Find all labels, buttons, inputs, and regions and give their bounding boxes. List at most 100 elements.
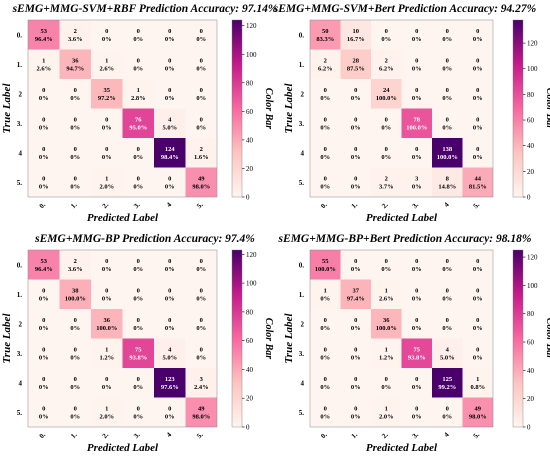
x-tick-label: 0. — [38, 431, 48, 441]
x-tick-label: 1. — [69, 201, 79, 211]
cell-count-label: 0 — [476, 28, 479, 35]
heatmap-cell — [59, 279, 91, 309]
heatmap-cell — [371, 338, 402, 368]
heatmap-cell — [371, 79, 402, 109]
cell-count-label: 0 — [137, 287, 140, 294]
heatmap-cell — [371, 138, 402, 168]
cell-percent-label: 0% — [442, 36, 452, 43]
heatmap-cell — [185, 138, 217, 168]
cell-percent-label: 0% — [70, 354, 80, 361]
cell-percent-label: 0% — [196, 354, 206, 361]
colorbar-tick-label: 20 — [527, 395, 535, 403]
heatmap-cell — [28, 250, 60, 280]
heatmap-cell — [371, 279, 402, 309]
colorbar-tick-label: 60 — [527, 339, 535, 347]
cell-count-label: 0 — [324, 116, 327, 123]
cell-count-label: 1 — [385, 346, 388, 353]
cell-percent-label: 0.8% — [470, 384, 485, 391]
cell-percent-label: 0% — [196, 36, 206, 43]
cell-count-label: 0 — [200, 287, 203, 294]
cell-percent-label: 98.0% — [469, 413, 487, 420]
cell-count-label: 0 — [42, 317, 45, 324]
y-tick-label: 4 — [19, 149, 23, 157]
cell-count-label: 0 — [42, 405, 45, 412]
cell-percent-label: 0% — [473, 36, 483, 43]
x-tick-label: 5. — [195, 431, 205, 441]
cell-percent-label: 0% — [39, 325, 49, 332]
heatmap-cell — [122, 138, 154, 168]
cell-count-label: 1 — [105, 57, 108, 64]
cell-percent-label: 0% — [473, 266, 483, 273]
y-axis-label: True Label — [283, 313, 295, 364]
heatmap-cell — [28, 368, 60, 398]
cell-percent-label: 0% — [165, 36, 175, 43]
cell-count-label: 0 — [200, 346, 203, 353]
cell-count-label: 49 — [198, 175, 205, 182]
y-tick-label: 5. — [299, 179, 305, 187]
cell-count-label: 0 — [42, 175, 45, 182]
cell-percent-label: 2.4% — [194, 384, 209, 391]
heatmap-cell — [91, 250, 123, 280]
cell-count-label: 0 — [168, 317, 171, 324]
cell-count-label: 36 — [104, 317, 111, 324]
y-tick-label: 2 — [19, 320, 23, 328]
cell-percent-label: 0% — [133, 65, 143, 72]
cell-percent-label: 0% — [70, 154, 80, 161]
heatmap-cell — [28, 338, 60, 368]
cell-percent-label: 0% — [320, 295, 330, 302]
heatmap-cell — [122, 397, 154, 427]
cell-count-label: 49 — [198, 405, 205, 412]
y-tick-label: 3. — [17, 350, 23, 358]
cell-count-label: 0 — [354, 317, 357, 324]
cell-percent-label: 0% — [442, 124, 452, 131]
heatmap-cell — [310, 250, 341, 280]
cell-count-label: 0 — [200, 258, 203, 265]
heatmap-cell — [310, 20, 341, 50]
cell-percent-label: 0% — [70, 325, 80, 332]
y-tick-label: 0. — [299, 31, 305, 39]
y-tick-label: 1. — [17, 61, 23, 69]
heatmap-cell — [371, 108, 402, 138]
cell-percent-label: 100.0% — [65, 295, 86, 302]
cell-percent-label: 0% — [412, 384, 422, 391]
cell-count-label: 0 — [324, 175, 327, 182]
x-tick-label: 4 — [443, 200, 451, 208]
x-tick-label: 1. — [69, 431, 79, 441]
cell-percent-label: 0% — [196, 65, 206, 72]
colorbar — [512, 249, 524, 428]
cell-count-label: 0 — [168, 87, 171, 94]
heatmap-cell — [154, 167, 186, 197]
colorbar — [231, 249, 243, 428]
confusion-matrix-panel-4: sEMG+MMG-BP+Bert Prediction Accuracy: 98… — [278, 233, 550, 454]
cell-percent-label: 0% — [133, 413, 143, 420]
y-tick-label: 5. — [299, 409, 305, 417]
cell-percent-label: 0% — [442, 413, 452, 420]
heatmap-cell — [154, 138, 186, 168]
heatmap-cell — [432, 49, 463, 79]
cell-percent-label: 0% — [473, 65, 483, 72]
heatmap-cell — [371, 309, 402, 339]
heatmap-cell — [28, 309, 60, 339]
cell-count-label: 28 — [353, 57, 360, 64]
heatmap-cell — [340, 79, 371, 109]
colorbar-label: Color Bar — [263, 318, 274, 360]
heatmap-cell — [371, 49, 402, 79]
heatmap-cell — [122, 250, 154, 280]
heatmap-cell — [185, 368, 217, 398]
confusion-matrix-panel-3: sEMG+MMG-BP Prediction Accuracy: 97.4% 53… — [1, 233, 274, 454]
colorbar-tick-label: 40 — [527, 367, 535, 375]
colorbar-tick-label: 20 — [246, 395, 254, 403]
cell-percent-label: 2.0% — [99, 183, 114, 190]
cell-percent-label: 0% — [351, 154, 361, 161]
cell-count-label: 0 — [446, 87, 449, 94]
chart-title: sEMG+MMG-SVM+Bert Prediction Accuracy: 9… — [273, 3, 536, 15]
heatmap-cell — [340, 250, 371, 280]
cell-count-label: 53 — [41, 258, 48, 265]
heatmap-cell — [462, 338, 493, 368]
cell-percent-label: 0% — [320, 354, 330, 361]
heatmap-cell — [59, 167, 91, 197]
cell-count-label: 1 — [105, 175, 108, 182]
x-tick-label: 2. — [101, 431, 111, 441]
cell-percent-label: 0% — [196, 325, 206, 332]
cell-count-label: 0 — [137, 146, 140, 153]
